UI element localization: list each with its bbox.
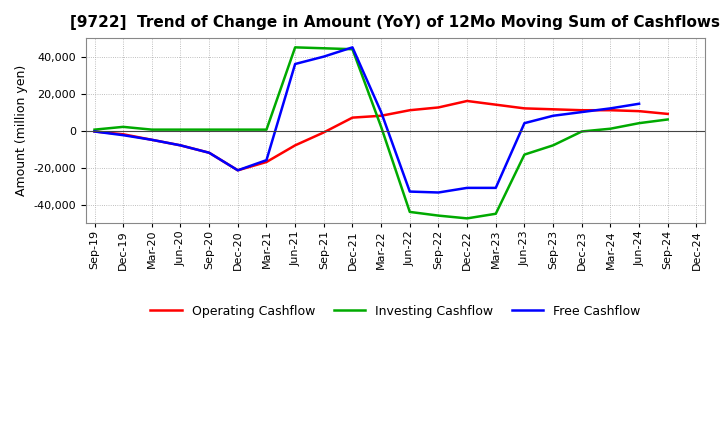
Operating Cashflow [320,130,328,135]
Line: Operating Cashflow: Operating Cashflow [94,101,667,170]
Title: [9722]  Trend of Change in Amount (YoY) of 12Mo Moving Sum of Cashflows: [9722] Trend of Change in Amount (YoY) o… [71,15,720,30]
Investing Cashflow [233,127,242,132]
Free Cashflow [434,190,443,195]
Investing Cashflow [492,211,500,216]
Investing Cashflow [119,124,127,129]
Investing Cashflow [291,45,300,50]
Investing Cashflow [262,127,271,132]
Operating Cashflow [606,108,615,113]
Free Cashflow [606,106,615,111]
Free Cashflow [520,121,528,126]
Investing Cashflow [377,124,385,129]
Investing Cashflow [434,213,443,218]
Investing Cashflow [348,47,357,52]
Operating Cashflow [148,137,156,143]
Free Cashflow [348,45,357,50]
Operating Cashflow [663,111,672,117]
Investing Cashflow [320,46,328,51]
Free Cashflow [119,132,127,138]
Operating Cashflow [176,143,185,148]
Operating Cashflow [291,143,300,148]
Investing Cashflow [577,129,586,134]
Operating Cashflow [262,159,271,165]
Free Cashflow [549,113,557,118]
Investing Cashflow [663,117,672,122]
Operating Cashflow [577,108,586,113]
Free Cashflow [233,168,242,173]
Operating Cashflow [635,109,644,114]
Operating Cashflow [405,108,414,113]
Free Cashflow [204,150,213,155]
Investing Cashflow [204,127,213,132]
Investing Cashflow [520,152,528,157]
Legend: Operating Cashflow, Investing Cashflow, Free Cashflow: Operating Cashflow, Investing Cashflow, … [145,300,646,323]
Operating Cashflow [377,113,385,118]
Operating Cashflow [348,115,357,120]
Free Cashflow [492,185,500,191]
Investing Cashflow [90,127,99,132]
Free Cashflow [320,54,328,59]
Free Cashflow [176,143,185,148]
Line: Investing Cashflow: Investing Cashflow [94,48,667,218]
Free Cashflow [377,110,385,115]
Free Cashflow [262,158,271,163]
Investing Cashflow [405,209,414,215]
Investing Cashflow [549,143,557,148]
Investing Cashflow [635,121,644,126]
Investing Cashflow [148,127,156,132]
Y-axis label: Amount (million yen): Amount (million yen) [15,65,28,196]
Operating Cashflow [463,98,472,103]
Free Cashflow [90,129,99,134]
Free Cashflow [291,61,300,66]
Operating Cashflow [233,168,242,173]
Operating Cashflow [520,106,528,111]
Free Cashflow [405,189,414,194]
Free Cashflow [635,101,644,106]
Line: Free Cashflow: Free Cashflow [94,48,639,192]
Free Cashflow [463,185,472,191]
Investing Cashflow [176,127,185,132]
Operating Cashflow [549,106,557,112]
Operating Cashflow [492,102,500,107]
Investing Cashflow [463,216,472,221]
Operating Cashflow [119,132,127,137]
Investing Cashflow [606,126,615,132]
Operating Cashflow [204,150,213,155]
Operating Cashflow [434,105,443,110]
Operating Cashflow [90,129,99,134]
Free Cashflow [577,110,586,115]
Free Cashflow [148,137,156,143]
